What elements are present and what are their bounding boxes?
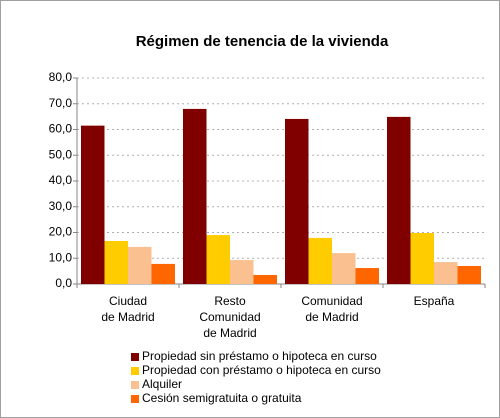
y-tick-label: 80,0	[49, 70, 73, 84]
y-tick-label: 20,0	[49, 225, 73, 239]
legend-label: Cesión semigratuita o gratuita	[142, 391, 302, 405]
bar	[81, 125, 105, 284]
legend-swatch	[131, 395, 139, 403]
bar	[355, 268, 379, 284]
x-tick-label: Resto Comunidad de Madrid	[199, 294, 260, 340]
legend-swatch	[131, 367, 139, 375]
bar	[332, 253, 356, 284]
y-tick-label: 40,0	[49, 173, 73, 187]
bar	[230, 260, 254, 284]
x-tick-label: España	[414, 294, 455, 308]
bar	[457, 265, 481, 284]
x-tick-label: Comunidad de Madrid	[301, 294, 362, 324]
bar	[104, 240, 128, 284]
bar	[206, 235, 230, 284]
bar	[128, 246, 152, 284]
bar	[183, 108, 207, 285]
y-tick-label: 0,0	[55, 276, 72, 290]
bar	[151, 263, 175, 284]
legend-label: Propiedad sin préstamo o hipoteca en cur…	[142, 349, 377, 363]
bar	[285, 118, 309, 284]
y-tick-label: 10,0	[49, 250, 73, 264]
bar	[253, 274, 277, 284]
bar	[387, 116, 411, 284]
bar	[434, 262, 458, 284]
y-tick-label: 30,0	[49, 199, 73, 213]
y-tick-label: 60,0	[49, 122, 73, 136]
bar	[308, 237, 332, 284]
chart-title: Régimen de tenencia de la vivienda	[136, 33, 389, 50]
x-tick-label: Ciudad de Madrid	[101, 294, 154, 324]
legend-label: Alquiler	[142, 377, 182, 391]
y-tick-label: 70,0	[49, 96, 73, 110]
legend-swatch	[131, 353, 139, 361]
legend-label: Propiedad con préstamo o hipoteca en cur…	[142, 363, 381, 377]
y-tick-label: 50,0	[49, 147, 73, 161]
bar	[410, 233, 434, 284]
legend-swatch	[131, 381, 139, 389]
